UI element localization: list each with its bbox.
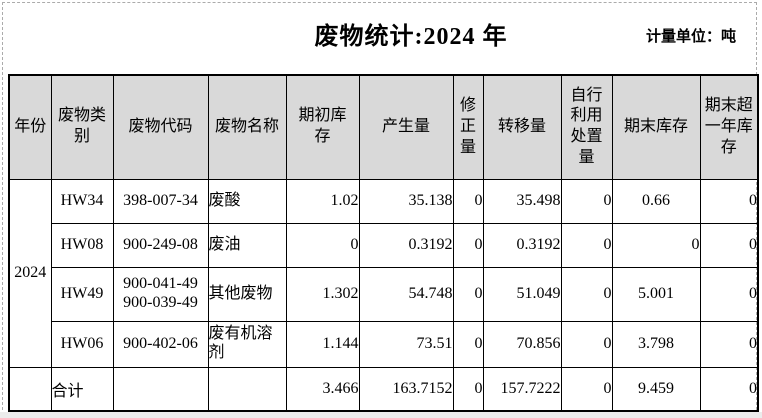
cell-code-empty <box>112 366 209 412</box>
total-row: 合计 3.466 163.7152 0 157.7222 0 9.459 0 <box>8 366 759 412</box>
header-over-one-year-stock: 期末超 一年库 存 <box>699 74 759 180</box>
cell-self-disposed: 0 <box>560 222 613 268</box>
page-bottom-margin <box>0 412 762 418</box>
header-waste-code: 废物代码 <box>112 74 209 180</box>
cell-transferred: 70.856 <box>482 320 562 368</box>
cell-generated: 54.748 <box>358 266 454 322</box>
cell-generated: 73.51 <box>358 320 454 368</box>
cell-over-one-year: 0 <box>699 320 759 368</box>
cell-opening: 1.302 <box>285 266 360 322</box>
cell-category: HW49 <box>50 266 114 322</box>
cell-opening: 1.144 <box>285 320 360 368</box>
header-year: 年份 <box>8 74 52 180</box>
header-waste-name: 废物名称 <box>207 74 287 180</box>
cell-total-over-one-year: 0 <box>699 366 759 412</box>
page-title: 废物统计:2024 年 <box>314 24 508 50</box>
cell-closing: 5.001 <box>611 266 701 322</box>
header-waste-category: 废物类 别 <box>50 74 114 180</box>
cell-year: 2024 <box>8 178 52 368</box>
cell-total-closing: 9.459 <box>611 366 701 412</box>
cell-code: 398-007-34 <box>112 178 209 224</box>
header-self-disposal-amount: 自行 利用 处置 量 <box>560 74 613 180</box>
cell-transferred: 51.049 <box>482 266 562 322</box>
cell-corrected: 0 <box>452 266 484 322</box>
header-correction-amount: 修 正 量 <box>452 74 484 180</box>
cell-code: 900-249-08 <box>112 222 209 268</box>
cell-name-empty <box>207 366 287 412</box>
waste-statistics-table: 年份 废物类 别 废物代码 废物名称 期初库 存 产生量 修 正 量 转移量 自… <box>8 74 759 412</box>
table-row: HW49 900-041-49 900-039-49 其他废物 1.302 54.748… <box>9 266 759 322</box>
cell-closing: 0 <box>611 222 701 268</box>
cell-total-transferred: 157.7222 <box>482 366 562 412</box>
cell-self-disposed: 0 <box>560 266 613 322</box>
header-ending-stock: 期末库存 <box>611 74 701 180</box>
cell-total-label: 合计 <box>50 366 114 412</box>
cell-code: 900-402-06 <box>112 320 209 368</box>
unit-label: 计量单位：吨 <box>645 29 736 45</box>
cell-total-generated: 163.7152 <box>358 366 454 412</box>
cell-generated: 35.138 <box>358 178 454 224</box>
cell-self-disposed: 0 <box>560 320 613 368</box>
cell-year-empty <box>8 366 52 412</box>
cell-closing: 0.66 <box>611 178 701 224</box>
cell-over-one-year: 0 <box>699 222 759 268</box>
cell-self-disposed: 0 <box>560 178 613 224</box>
cell-transferred: 35.498 <box>482 178 562 224</box>
header-opening-stock: 期初库 存 <box>285 74 360 180</box>
cell-name: 其他废物 <box>207 266 287 322</box>
cell-total-corrected: 0 <box>452 366 484 412</box>
cell-total-self-disposed: 0 <box>560 366 613 412</box>
header-generated-amount: 产生量 <box>358 74 454 180</box>
cell-corrected: 0 <box>452 320 484 368</box>
cell-closing: 3.798 <box>611 320 701 368</box>
cell-code: 900-041-49 900-039-49 <box>112 266 209 322</box>
cell-name: 废有机溶剂 <box>207 320 287 368</box>
cell-opening: 0 <box>285 222 360 268</box>
cell-category: HW08 <box>50 222 114 268</box>
header-row: 年份 废物类 别 废物代码 废物名称 期初库 存 产生量 修 正 量 转移量 自… <box>8 74 759 180</box>
table-row: HW06 900-402-06 废有机溶剂 1.144 73.51 0 70.856 0 3.7… <box>9 320 759 368</box>
cell-category: HW34 <box>50 178 114 224</box>
cell-over-one-year: 0 <box>699 178 759 224</box>
print-boundary-top <box>2 2 757 3</box>
header-transferred-amount: 转移量 <box>482 74 562 180</box>
table-row: 2024 HW34 398-007-34 废酸 1.02 35.138 0 35.498 0 0.… <box>8 178 759 368</box>
cell-over-one-year: 0 <box>699 266 759 322</box>
cell-generated: 0.3192 <box>358 222 454 268</box>
print-boundary-left <box>2 2 3 410</box>
table-row: HW08 900-249-08 废油 0 0.3192 0 0.3192 0 0 0 <box>9 222 759 268</box>
cell-total-opening: 3.466 <box>285 366 360 412</box>
cell-name: 废酸 <box>207 178 287 224</box>
cell-name: 废油 <box>207 222 287 268</box>
cell-opening: 1.02 <box>285 178 360 224</box>
cell-transferred: 0.3192 <box>482 222 562 268</box>
cell-corrected: 0 <box>452 222 484 268</box>
cell-category: HW06 <box>50 320 114 368</box>
cell-corrected: 0 <box>452 178 484 224</box>
